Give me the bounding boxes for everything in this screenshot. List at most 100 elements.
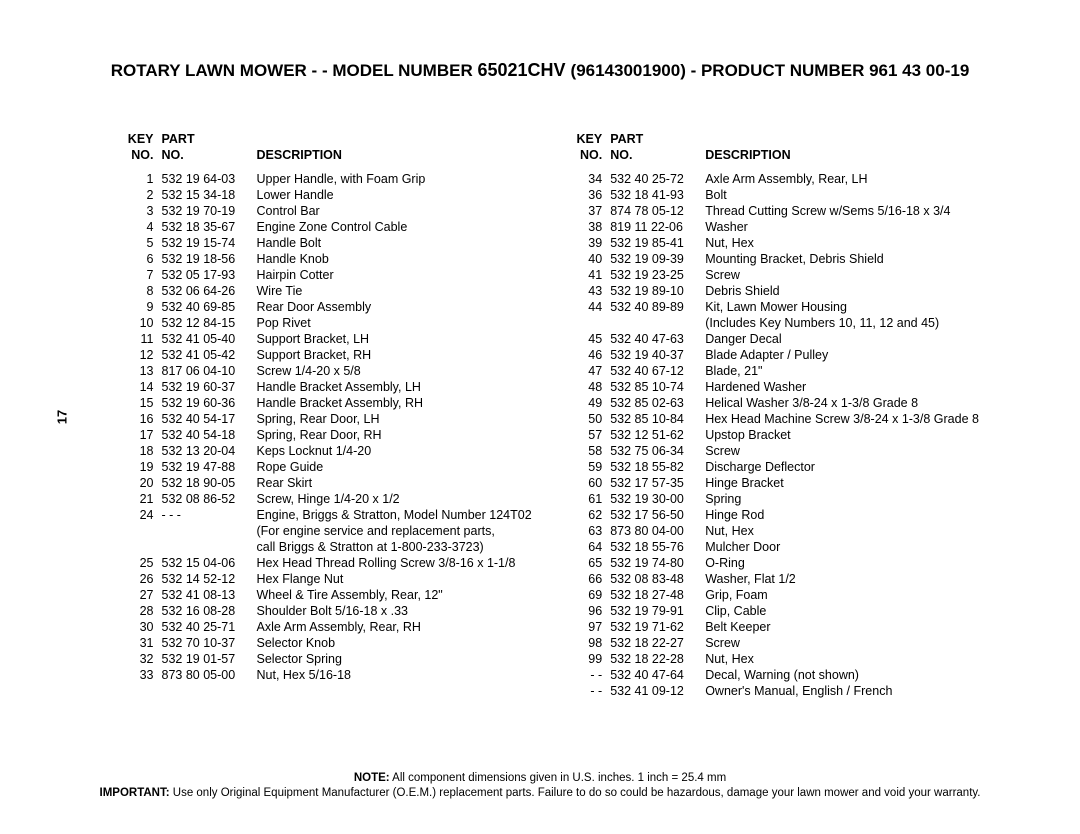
cell-key: 59 — [573, 459, 607, 475]
cell-part: 532 19 70-19 — [158, 203, 253, 219]
hdr-key-l2: NO. — [580, 148, 602, 162]
table-row: 96532 19 79-91Clip, Cable — [573, 603, 1012, 619]
cell-desc: call Briggs & Stratton at 1-800-233-3723… — [253, 539, 563, 555]
title-suffix: (96143001900) - PRODUCT NUMBER 961 43 00… — [571, 61, 970, 80]
table-row: 61532 19 30-00Spring — [573, 491, 1012, 507]
cell-desc: Handle Bracket Assembly, LH — [253, 379, 563, 395]
table-row: 99532 18 22-28Nut, Hex — [573, 651, 1012, 667]
cell-part: 532 17 56-50 — [606, 507, 701, 523]
cell-key: 40 — [573, 251, 607, 267]
cell-key: 33 — [124, 667, 158, 683]
cell-desc: Selector Knob — [253, 635, 563, 651]
cell-desc: Spring, Rear Door, RH — [253, 427, 563, 443]
table-row: 41532 19 23-25Screw — [573, 267, 1012, 283]
cell-part: 532 19 60-36 — [158, 395, 253, 411]
table-row: 37874 78 05-12Thread Cutting Screw w/Sem… — [573, 203, 1012, 219]
table-row: 36532 18 41-93Bolt — [573, 187, 1012, 203]
cell-part: 532 40 25-72 — [606, 171, 701, 187]
cell-desc: Axle Arm Assembly, Rear, RH — [253, 619, 563, 635]
table-row: 28532 16 08-28Shoulder Bolt 5/16-18 x .3… — [124, 603, 563, 619]
cell-desc: Hex Head Machine Screw 3/8-24 x 1-3/8 Gr… — [701, 411, 1011, 427]
cell-key: 15 — [124, 395, 158, 411]
cell-desc: Thread Cutting Screw w/Sems 5/16-18 x 3/… — [701, 203, 1011, 219]
cell-part: 532 40 47-64 — [606, 667, 701, 683]
parts-column-right: KEYNO. PARTNO. DESCRIPTION 34532 40 25-7… — [573, 131, 1012, 699]
table-row: 62532 17 56-50Hinge Rod — [573, 507, 1012, 523]
table-row: 18532 13 20-04Keps Locknut 1/4-20 — [124, 443, 563, 459]
cell-desc: Engine, Briggs & Stratton, Model Number … — [253, 507, 563, 523]
parts-column-left: KEYNO. PARTNO. DESCRIPTION 1532 19 64-03… — [124, 131, 563, 699]
table-row: 19532 19 47-88Rope Guide — [124, 459, 563, 475]
cell-desc: Washer, Flat 1/2 — [701, 571, 1011, 587]
table-row: 44532 40 89-89Kit, Lawn Mower Housing — [573, 299, 1012, 315]
cell-part: 532 14 52-12 — [158, 571, 253, 587]
cell-part: 532 41 09-12 — [606, 683, 701, 699]
table-row: 47532 40 67-12Blade, 21" — [573, 363, 1012, 379]
table-row: 16532 40 54-17Spring, Rear Door, LH — [124, 411, 563, 427]
cell-desc: O-Ring — [701, 555, 1011, 571]
table-row: 6532 19 18-56Handle Knob — [124, 251, 563, 267]
table-row: 12532 41 05-42Support Bracket, RH — [124, 347, 563, 363]
cell-part: 532 19 40-37 — [606, 347, 701, 363]
table-row: 57532 12 51-62Upstop Bracket — [573, 427, 1012, 443]
table-row: - -532 41 09-12Owner's Manual, English /… — [573, 683, 1012, 699]
cell-key: 30 — [124, 619, 158, 635]
cell-desc: Handle Bracket Assembly, RH — [253, 395, 563, 411]
cell-desc: Selector Spring — [253, 651, 563, 667]
table-row: 5532 19 15-74Handle Bolt — [124, 235, 563, 251]
cell-desc: Upstop Bracket — [701, 427, 1011, 443]
cell-desc: Keps Locknut 1/4-20 — [253, 443, 563, 459]
table-row: 40532 19 09-39Mounting Bracket, Debris S… — [573, 251, 1012, 267]
cell-key: 63 — [573, 523, 607, 539]
cell-key: 38 — [573, 219, 607, 235]
cell-part: 532 85 10-74 — [606, 379, 701, 395]
hdr-key-l1: KEY — [128, 132, 154, 146]
cell-key: 60 — [573, 475, 607, 491]
cell-key — [573, 315, 607, 331]
cell-desc: Hairpin Cotter — [253, 267, 563, 283]
cell-desc: Hex Head Thread Rolling Screw 3/8-16 x 1… — [253, 555, 563, 571]
cell-part: 532 19 23-25 — [606, 267, 701, 283]
cell-key: 32 — [124, 651, 158, 667]
cell-key: 27 — [124, 587, 158, 603]
page-number: 17 — [55, 410, 70, 424]
cell-part: 532 12 51-62 — [606, 427, 701, 443]
cell-desc: Screw — [701, 267, 1011, 283]
cell-desc: Screw — [701, 443, 1011, 459]
cell-desc: (Includes Key Numbers 10, 11, 12 and 45) — [701, 315, 1011, 331]
cell-part: 532 40 54-18 — [158, 427, 253, 443]
cell-key: 31 — [124, 635, 158, 651]
table-row: 15532 19 60-36Handle Bracket Assembly, R… — [124, 395, 563, 411]
cell-part: 532 15 04-06 — [158, 555, 253, 571]
cell-key: 44 — [573, 299, 607, 315]
cell-key: 61 — [573, 491, 607, 507]
table-row: 8532 06 64-26Wire Tie — [124, 283, 563, 299]
table-row: 49532 85 02-63Helical Washer 3/8-24 x 1-… — [573, 395, 1012, 411]
cell-key: 69 — [573, 587, 607, 603]
cell-desc: Helical Washer 3/8-24 x 1-3/8 Grade 8 — [701, 395, 1011, 411]
cell-desc: Spring, Rear Door, LH — [253, 411, 563, 427]
cell-part: 532 40 54-17 — [158, 411, 253, 427]
cell-part: 532 40 25-71 — [158, 619, 253, 635]
cell-desc: Mounting Bracket, Debris Shield — [701, 251, 1011, 267]
table-row: 63873 80 04-00Nut, Hex — [573, 523, 1012, 539]
table-row: 69532 18 27-48Grip, Foam — [573, 587, 1012, 603]
cell-desc: Upper Handle, with Foam Grip — [253, 171, 563, 187]
cell-key: 16 — [124, 411, 158, 427]
cell-key: - - — [573, 667, 607, 683]
cell-key: 97 — [573, 619, 607, 635]
cell-desc: Rope Guide — [253, 459, 563, 475]
cell-key: 21 — [124, 491, 158, 507]
cell-desc: Hinge Bracket — [701, 475, 1011, 491]
title-prefix: ROTARY LAWN MOWER - - MODEL NUMBER — [111, 61, 478, 80]
cell-part: 532 13 20-04 — [158, 443, 253, 459]
table-row: 17532 40 54-18Spring, Rear Door, RH — [124, 427, 563, 443]
table-row: 46532 19 40-37Blade Adapter / Pulley — [573, 347, 1012, 363]
cell-desc: Axle Arm Assembly, Rear, LH — [701, 171, 1011, 187]
cell-key: 2 — [124, 187, 158, 203]
table-row: 31532 70 10-37Selector Knob — [124, 635, 563, 651]
table-row: call Briggs & Stratton at 1-800-233-3723… — [124, 539, 563, 555]
table-row: 97532 19 71-62Belt Keeper — [573, 619, 1012, 635]
cell-key: 99 — [573, 651, 607, 667]
table-row: 66532 08 83-48Washer, Flat 1/2 — [573, 571, 1012, 587]
